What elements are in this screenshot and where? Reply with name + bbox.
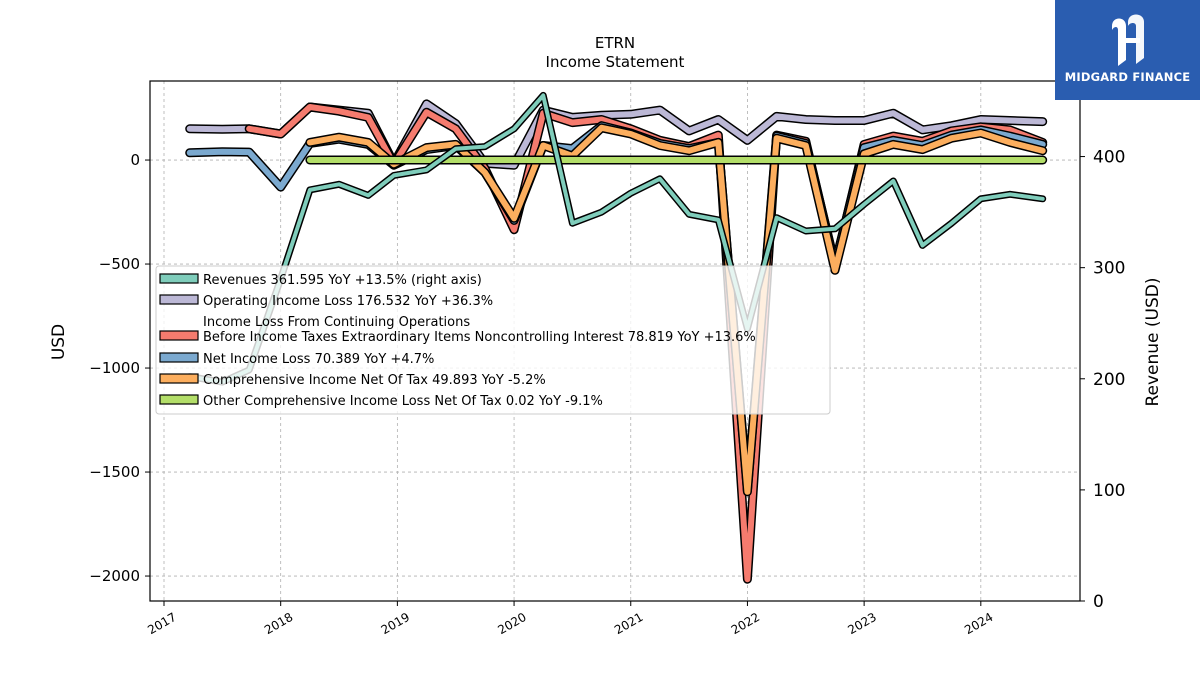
legend-swatch [159,330,199,341]
x-tick-label: 2023 [845,610,878,637]
legend-swatch [159,273,199,284]
chart-title: ETRN [595,34,635,52]
x-tick-label: 2020 [495,610,528,637]
plot-frame [149,80,1081,602]
y-axis-label: USD [49,324,69,360]
brand-logo: MIDGARD FINANCE [1055,0,1200,100]
y-tick-label: −500 [99,255,140,273]
chart-subtitle: Income Statement [546,53,685,71]
legend-label: Operating Income Loss 176.532 YoY +36.3% [203,294,493,309]
y2-tick-label: 0 [1093,592,1104,612]
brand-name: MIDGARD FINANCE [1064,70,1191,84]
legend-label: Before Income Taxes Extraordinary Items … [203,330,756,345]
x-tick-label: 2022 [729,610,762,637]
legend-swatch [159,294,199,305]
legend-label: Other Comprehensive Income Loss Net Of T… [203,394,603,409]
y2-tick-label: 400 [1093,148,1125,168]
y-tick-label: 0 [130,151,140,169]
legend-swatch [159,373,199,384]
legend: Revenues 361.595 YoY +13.5% (right axis)… [155,265,831,415]
legend-box [155,265,831,415]
brand-logo-mark [1112,14,1144,66]
x-tick-label: 2019 [379,610,412,637]
y2-tick-label: 100 [1093,481,1125,501]
y-tick-label: −2000 [89,567,140,585]
y-tick-label: −1000 [89,359,140,377]
x-tick-label: 2018 [262,610,295,637]
legend-swatch [159,394,199,405]
legend-label: Net Income Loss 70.389 YoY +4.7% [203,352,434,367]
legend-label: Comprehensive Income Net Of Tax 49.893 Y… [203,373,546,388]
series-5-line [187,93,1045,385]
x-tick-label: 2017 [145,610,178,637]
legend-label: Income Loss From Continuing Operations [203,315,470,330]
x-tick-label: 2021 [612,610,645,637]
y2-tick-label: 300 [1093,259,1125,279]
y2-axis-label: Revenue (USD) [1143,277,1163,406]
y-tick-label: −1500 [89,463,140,481]
legend-label: Revenues 361.595 YoY +13.5% (right axis) [203,273,482,288]
legend-swatch [159,352,199,363]
y2-tick-label: 200 [1093,370,1125,390]
x-tick-label: 2024 [962,610,995,637]
series-3-line [306,124,1046,495]
series-layer [185,91,1048,584]
